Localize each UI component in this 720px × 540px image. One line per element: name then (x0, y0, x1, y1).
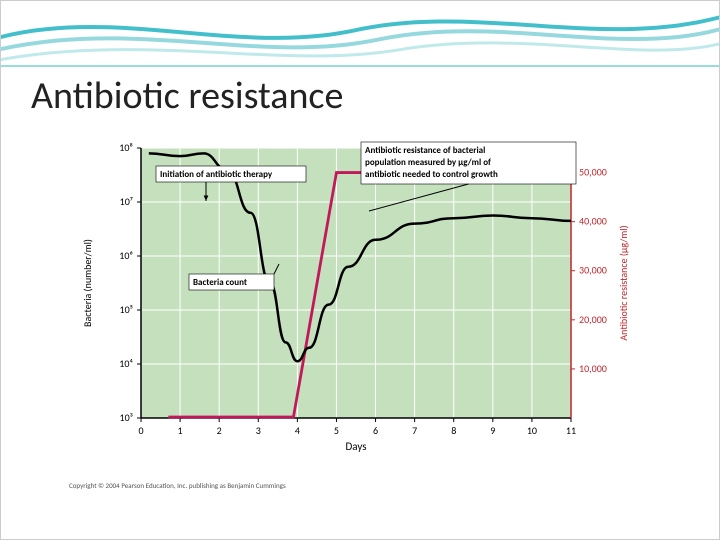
copyright-text: Copyright © 2004 Pearson Education, Inc.… (69, 481, 286, 490)
slide-title: Antibiotic resistance (31, 73, 343, 119)
svg-text:Initiation of antibiotic thera: Initiation of antibiotic therapy (160, 169, 273, 180)
svg-text:10³: 10³ (120, 411, 133, 424)
svg-text:population measured by µg/ml o: population measured by µg/ml of (365, 157, 491, 168)
svg-text:10⁶: 10⁶ (119, 249, 133, 262)
svg-text:1: 1 (178, 424, 183, 437)
svg-text:20,000: 20,000 (579, 313, 607, 326)
svg-text:10: 10 (527, 424, 537, 437)
header-decoration (1, 1, 720, 71)
svg-text:Antibiotic resistance (µg/ml): Antibiotic resistance (µg/ml) (617, 225, 630, 340)
svg-text:Antibiotic resistance of bacte: Antibiotic resistance of bacterial (365, 145, 485, 156)
chart-container: 0 1 2 3 4 5 6 7 8 9 10 11 Days 10³ 10⁴ 10⁵ 10⁶ 10⁷ 10⁸ Bact… (61, 136, 661, 496)
slide: Antibiotic resistance 0 1 2 3 4 5 6 7 8 9 10 11 Days… (0, 0, 720, 540)
svg-text:10,000: 10,000 (579, 362, 607, 375)
svg-text:11: 11 (566, 424, 576, 437)
svg-text:0: 0 (138, 424, 143, 437)
svg-text:9: 9 (490, 424, 495, 437)
svg-text:2: 2 (217, 424, 222, 437)
svg-text:10⁸: 10⁸ (119, 141, 133, 154)
chart-svg: 0 1 2 3 4 5 6 7 8 9 10 11 Days 10³ 10⁴ 10⁵ 10⁶ 10⁷ 10⁸ Bact… (61, 136, 661, 476)
svg-text:5: 5 (334, 424, 339, 437)
svg-text:7: 7 (412, 424, 417, 437)
svg-text:10⁴: 10⁴ (119, 357, 133, 370)
svg-text:10⁵: 10⁵ (120, 303, 133, 316)
svg-text:Days: Days (345, 440, 366, 453)
svg-text:50,000: 50,000 (579, 166, 607, 179)
svg-text:40,000: 40,000 (579, 215, 607, 228)
svg-text:antibiotic needed to control g: antibiotic needed to control growth (365, 169, 498, 180)
svg-text:3: 3 (256, 424, 261, 437)
svg-text:30,000: 30,000 (579, 264, 607, 277)
svg-text:4: 4 (295, 424, 300, 437)
svg-text:10⁷: 10⁷ (120, 195, 133, 208)
svg-text:6: 6 (373, 424, 378, 437)
svg-text:Bacteria (number/ml): Bacteria (number/ml) (81, 239, 94, 327)
svg-text:Bacteria count: Bacteria count (193, 277, 247, 288)
svg-text:8: 8 (451, 424, 456, 437)
